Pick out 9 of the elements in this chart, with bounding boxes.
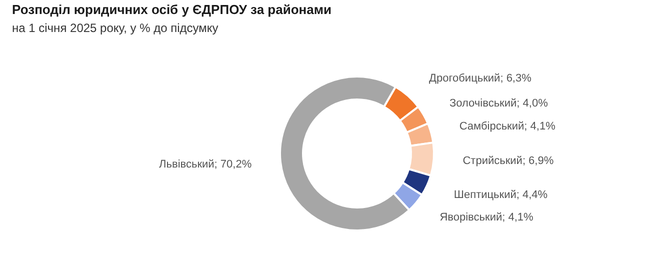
slice-label: Яворівський; 4,1%	[440, 212, 534, 224]
slice-label: Дрогобицький; 6,3%	[429, 72, 532, 84]
slice-label: Золочівський; 4,0%	[450, 97, 548, 110]
slice-label: Стрийський; 6,9%	[462, 154, 554, 167]
slice-label: Самбірський; 4,1%	[459, 120, 556, 133]
slice-label: Львівський; 70,2%	[159, 158, 252, 171]
slice-label: Шептицький; 4,4%	[454, 189, 548, 202]
chart-subtitle: на 1 січня 2025 року, у % до підсумку	[12, 21, 218, 35]
chart-title: Розподіл юридичних осіб у ЄДРПОУ за районами	[12, 2, 332, 17]
